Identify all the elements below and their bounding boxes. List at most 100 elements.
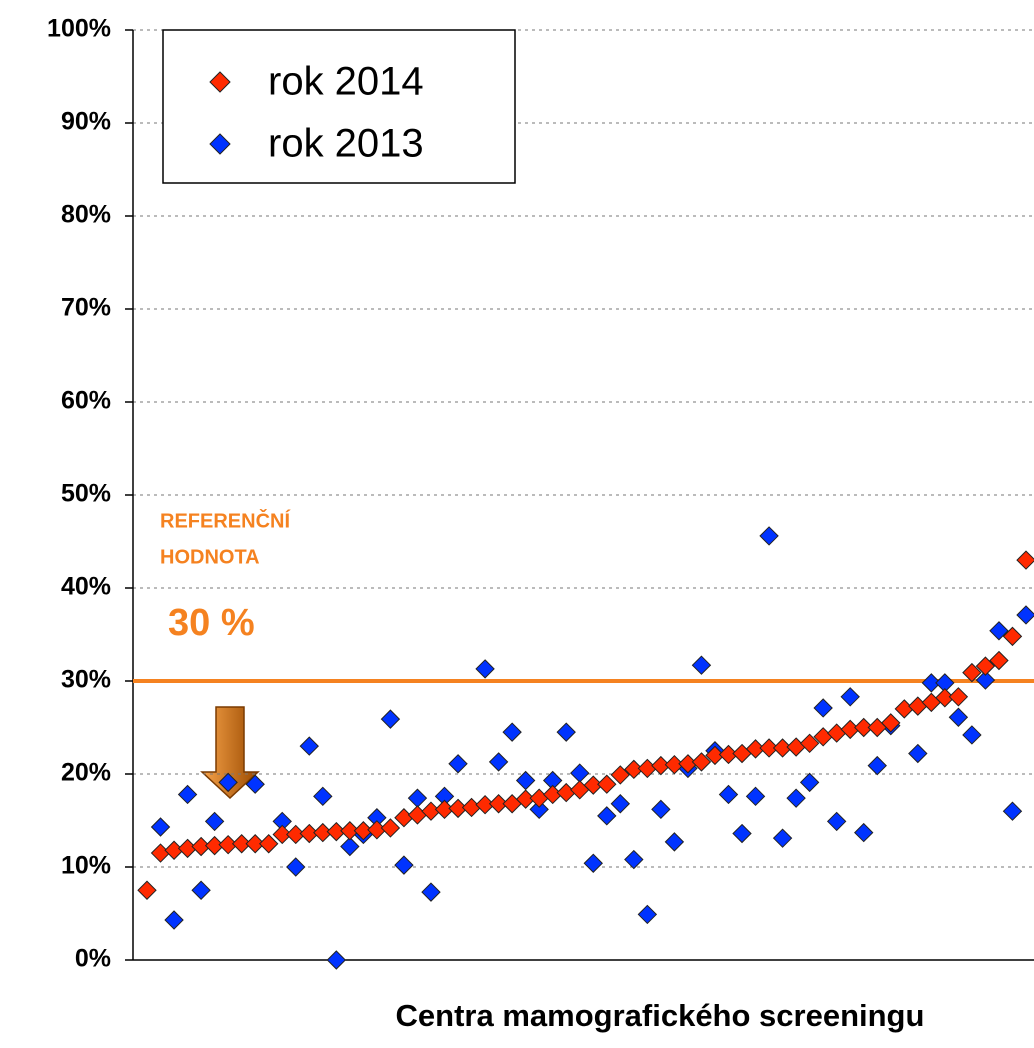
point bbox=[448, 754, 468, 774]
y-tick-label: 50% bbox=[61, 480, 111, 508]
point bbox=[610, 794, 631, 814]
point bbox=[610, 765, 631, 785]
point bbox=[745, 786, 766, 807]
point bbox=[948, 687, 969, 707]
y-tick-label: 10% bbox=[61, 852, 111, 880]
annotation: REFERENČNÍ bbox=[160, 508, 290, 532]
point bbox=[813, 698, 833, 718]
point bbox=[718, 784, 739, 805]
point bbox=[826, 811, 847, 832]
point bbox=[204, 811, 225, 832]
legend-box bbox=[162, 29, 516, 184]
point bbox=[637, 758, 658, 779]
y-tick-label: 20% bbox=[61, 759, 111, 787]
point bbox=[989, 650, 1009, 671]
point bbox=[556, 722, 576, 742]
point bbox=[786, 788, 806, 808]
point bbox=[624, 849, 644, 870]
point bbox=[962, 662, 982, 683]
arrow bbox=[200, 706, 260, 800]
y-tick-label: 30% bbox=[61, 666, 111, 694]
point bbox=[488, 794, 509, 814]
point bbox=[313, 786, 333, 807]
point bbox=[894, 699, 914, 719]
point bbox=[245, 774, 265, 794]
point bbox=[772, 828, 793, 848]
point bbox=[732, 823, 752, 844]
point bbox=[597, 774, 617, 794]
point bbox=[799, 733, 820, 754]
y-tick-label: 100% bbox=[47, 15, 111, 43]
point bbox=[299, 736, 319, 756]
point bbox=[475, 659, 495, 679]
point bbox=[218, 772, 238, 793]
point bbox=[529, 799, 549, 820]
legend-marker bbox=[209, 133, 231, 155]
point bbox=[394, 808, 414, 828]
point bbox=[340, 836, 360, 857]
point bbox=[394, 855, 414, 875]
point bbox=[597, 806, 617, 826]
point bbox=[759, 738, 779, 758]
point bbox=[826, 723, 847, 743]
point bbox=[908, 743, 928, 764]
y-tick-label: 90% bbox=[61, 108, 111, 136]
point bbox=[407, 788, 428, 808]
point bbox=[1002, 626, 1023, 647]
point bbox=[759, 526, 779, 546]
point bbox=[150, 817, 171, 837]
point bbox=[664, 832, 685, 852]
point bbox=[840, 687, 860, 707]
point bbox=[854, 717, 874, 738]
point bbox=[637, 904, 658, 925]
point bbox=[1016, 605, 1034, 625]
point bbox=[570, 763, 590, 783]
point bbox=[881, 713, 901, 733]
y-tick-label: 60% bbox=[61, 387, 111, 415]
point bbox=[150, 843, 171, 863]
point bbox=[380, 709, 401, 729]
point bbox=[989, 621, 1009, 641]
point bbox=[286, 857, 306, 877]
point bbox=[651, 799, 671, 820]
reference-label: 30 % bbox=[168, 602, 255, 644]
point bbox=[407, 805, 428, 825]
point bbox=[1016, 550, 1034, 570]
y-tick-label: 70% bbox=[61, 294, 111, 322]
point bbox=[921, 673, 942, 693]
point bbox=[259, 834, 279, 854]
legend-label: rok 2013 bbox=[268, 122, 424, 166]
legend-marker bbox=[209, 71, 231, 93]
point bbox=[502, 722, 522, 742]
point bbox=[799, 772, 820, 793]
point bbox=[380, 818, 401, 838]
point bbox=[975, 670, 996, 690]
point bbox=[461, 797, 482, 818]
point bbox=[421, 882, 441, 902]
point bbox=[867, 755, 887, 776]
point bbox=[529, 788, 549, 808]
point bbox=[691, 655, 712, 675]
point bbox=[164, 910, 184, 930]
point bbox=[854, 822, 874, 843]
point bbox=[326, 950, 347, 970]
annotation: HODNOTA bbox=[160, 546, 260, 568]
point bbox=[583, 853, 603, 873]
point bbox=[177, 784, 198, 805]
point bbox=[691, 752, 712, 772]
x-axis-title: Centra mamografického screeningu bbox=[396, 998, 925, 1033]
point bbox=[975, 656, 996, 676]
point bbox=[137, 880, 157, 900]
point bbox=[191, 880, 211, 900]
point bbox=[488, 752, 509, 772]
y-tick-label: 40% bbox=[61, 573, 111, 601]
y-tick-label: 0% bbox=[75, 945, 111, 973]
point bbox=[272, 824, 292, 845]
point bbox=[231, 834, 252, 854]
y-tick-label: 80% bbox=[61, 201, 111, 229]
point bbox=[245, 834, 265, 854]
point bbox=[948, 707, 969, 727]
point bbox=[786, 737, 806, 757]
point bbox=[556, 782, 576, 803]
legend-label: rok 2014 bbox=[268, 60, 424, 104]
